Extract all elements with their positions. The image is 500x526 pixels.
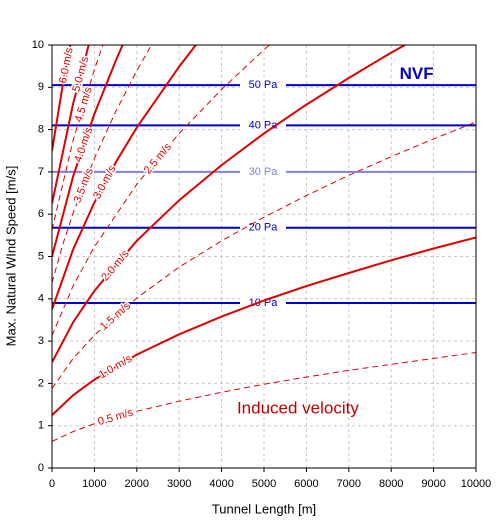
pressure-label: 50 Pa bbox=[249, 79, 279, 91]
pressure-label-bg bbox=[240, 165, 286, 178]
curve-label: 0.5 m/s bbox=[97, 406, 135, 428]
pressure-label: 40 Pa bbox=[249, 119, 279, 131]
y-tick-label: 3 bbox=[38, 335, 44, 347]
curve-label: 1.5 m/s bbox=[98, 300, 133, 333]
curve-label: 2.0 m/s bbox=[99, 248, 132, 284]
x-tick-label: 0 bbox=[49, 478, 55, 490]
curve bbox=[52, 45, 406, 363]
y-tick-label: 8 bbox=[38, 124, 44, 136]
y-tick-label: 9 bbox=[38, 81, 44, 93]
y-tick-label: 2 bbox=[38, 377, 44, 389]
x-tick-label: 1000 bbox=[82, 478, 106, 490]
curve bbox=[52, 45, 270, 336]
curve bbox=[52, 236, 476, 416]
annotation: NVF bbox=[400, 64, 434, 83]
pressure-label: 20 Pa bbox=[249, 222, 279, 234]
x-axis-label: Tunnel Length [m] bbox=[212, 501, 316, 516]
y-tick-label: 7 bbox=[38, 166, 44, 178]
curve-label: 1.0 m/s bbox=[97, 352, 135, 381]
x-tick-label: 9000 bbox=[421, 478, 445, 490]
annotation: Induced velocity bbox=[237, 398, 359, 417]
x-tick-label: 8000 bbox=[379, 478, 403, 490]
plot-frame bbox=[51, 44, 477, 469]
curve bbox=[52, 121, 476, 389]
curve bbox=[52, 45, 197, 310]
pressure-label: 10 Pa bbox=[249, 297, 279, 309]
curve bbox=[52, 352, 476, 442]
curve-label: 3.0 m/s bbox=[91, 163, 119, 201]
pressure-label-bg bbox=[240, 221, 286, 234]
y-tick-label: 0 bbox=[38, 462, 44, 474]
curve bbox=[52, 45, 90, 204]
x-tick-label: 10000 bbox=[461, 478, 492, 490]
x-tick-label: 5000 bbox=[252, 478, 276, 490]
curve bbox=[52, 45, 72, 151]
x-tick-label: 6000 bbox=[294, 478, 318, 490]
x-tick-label: 2000 bbox=[125, 478, 149, 490]
y-tick-label: 6 bbox=[38, 208, 44, 220]
x-tick-label: 4000 bbox=[209, 478, 233, 490]
x-tick-label: 3000 bbox=[167, 478, 191, 490]
pressure-label-bg bbox=[240, 79, 286, 92]
y-tick-label: 1 bbox=[38, 420, 44, 432]
curve bbox=[52, 45, 124, 257]
y-tick-label: 4 bbox=[38, 293, 44, 305]
pressure-label: 30 Pa bbox=[249, 166, 279, 178]
pressure-label-bg bbox=[240, 119, 286, 132]
x-tick-label: 7000 bbox=[337, 478, 361, 490]
curve bbox=[52, 45, 152, 283]
y-axis-label: Max. Natural WInd Speed [m/s] bbox=[3, 166, 18, 347]
y-tick-label: 10 bbox=[32, 39, 44, 51]
y-tick-label: 5 bbox=[38, 250, 44, 262]
